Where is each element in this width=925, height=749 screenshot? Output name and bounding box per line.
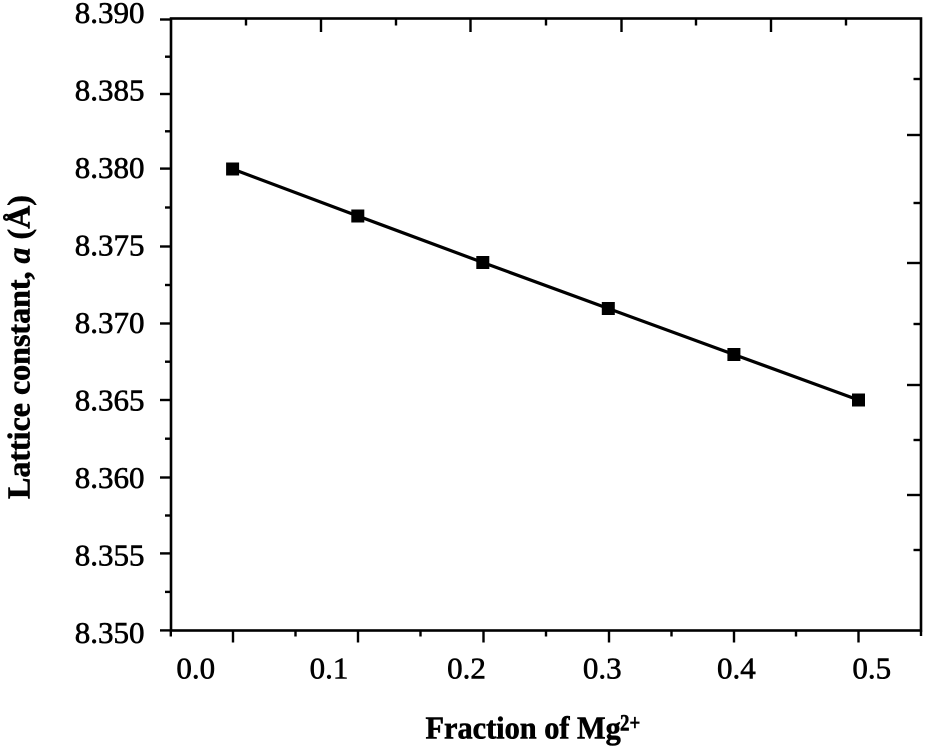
svg-text:8.360: 8.360 bbox=[75, 460, 145, 495]
svg-text:8.350: 8.350 bbox=[75, 615, 145, 650]
svg-text:8.380: 8.380 bbox=[75, 150, 145, 185]
svg-text:8.355: 8.355 bbox=[75, 538, 145, 573]
svg-text:8.385: 8.385 bbox=[75, 73, 145, 108]
svg-text:0.4: 0.4 bbox=[717, 651, 756, 686]
svg-text:8.370: 8.370 bbox=[75, 305, 145, 340]
svg-text:Fraction of Mg: Fraction of Mg bbox=[426, 710, 621, 746]
svg-text:0.0: 0.0 bbox=[176, 651, 215, 686]
svg-text:0.5: 0.5 bbox=[852, 651, 891, 686]
svg-text:8.375: 8.375 bbox=[75, 228, 145, 263]
svg-text:Lattice constant, a (Å): Lattice constant, a (Å) bbox=[1, 195, 37, 499]
svg-text:8.365: 8.365 bbox=[75, 383, 145, 418]
svg-text:0.2: 0.2 bbox=[447, 651, 486, 686]
svg-text:2+: 2+ bbox=[620, 711, 640, 736]
svg-text:0.1: 0.1 bbox=[310, 651, 349, 686]
svg-text:8.390: 8.390 bbox=[75, 0, 145, 30]
svg-text:0.3: 0.3 bbox=[583, 651, 622, 686]
